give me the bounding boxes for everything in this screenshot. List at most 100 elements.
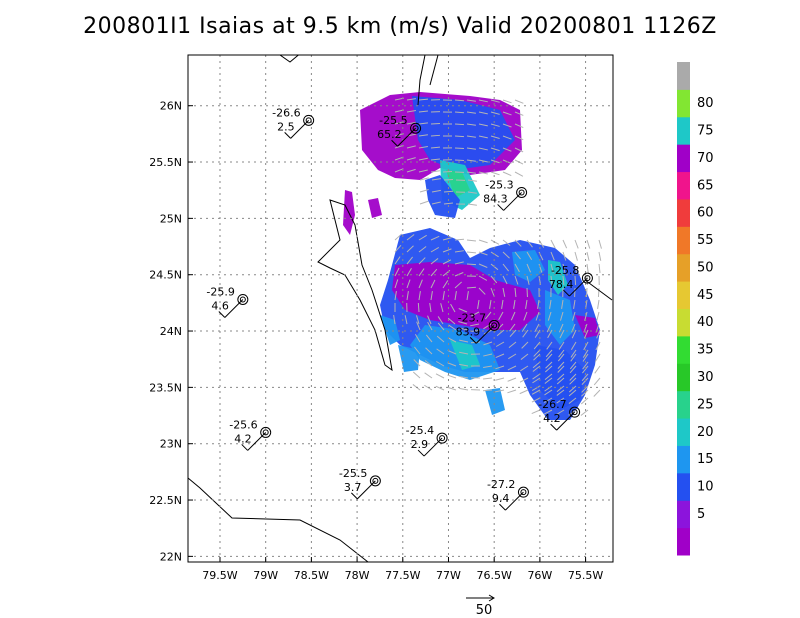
wind-vector bbox=[581, 389, 589, 397]
wind-vector bbox=[502, 287, 506, 297]
wind-vector bbox=[559, 311, 564, 321]
wind-vector bbox=[447, 349, 457, 355]
wind-vector bbox=[544, 365, 553, 373]
wind-vector bbox=[442, 291, 445, 301]
wind-vector bbox=[586, 251, 590, 261]
wind-vector bbox=[466, 239, 477, 242]
colorbar-swatch bbox=[677, 418, 690, 446]
wind-vector bbox=[431, 178, 441, 181]
y-tick-label: 22.5N bbox=[149, 494, 182, 507]
wind-barb-icon bbox=[475, 325, 495, 344]
wind-barb-icon bbox=[357, 480, 376, 500]
wind-vector bbox=[477, 299, 480, 309]
wind-vector bbox=[572, 311, 576, 321]
wind-vector bbox=[436, 335, 445, 343]
colorbar-swatch bbox=[677, 445, 690, 474]
wind-vector bbox=[443, 202, 454, 205]
wind-vector bbox=[557, 365, 565, 373]
dropsonde-station: -26.62.5 bbox=[272, 106, 315, 139]
wind-vector bbox=[525, 299, 528, 309]
station-center-icon bbox=[491, 322, 498, 329]
wind-vector bbox=[418, 279, 423, 289]
wind-vector bbox=[598, 239, 602, 249]
station-temperature: -25.5 bbox=[379, 114, 407, 127]
wind-barb-icon bbox=[397, 127, 416, 147]
wind-vector bbox=[514, 239, 522, 247]
colorbar-swatch bbox=[677, 335, 690, 364]
station-center-icon bbox=[520, 489, 527, 496]
wind-vector bbox=[559, 329, 565, 339]
wind-vector bbox=[557, 353, 565, 362]
wind-vector bbox=[483, 365, 493, 368]
wind-vector bbox=[569, 361, 577, 370]
wind-vector bbox=[430, 146, 441, 149]
wind-vector bbox=[478, 171, 488, 175]
wind-vector bbox=[482, 389, 493, 392]
wind-vector bbox=[412, 371, 421, 379]
wind-vector bbox=[442, 248, 452, 253]
wind-vector bbox=[419, 200, 429, 205]
wind-vector bbox=[394, 121, 404, 125]
wind-vector bbox=[514, 147, 524, 153]
wind-vector bbox=[526, 275, 530, 285]
colorbar-swatch bbox=[677, 363, 690, 392]
station-ring-icon bbox=[581, 272, 593, 284]
wind-vector bbox=[447, 386, 457, 391]
wind-vector bbox=[556, 385, 565, 392]
wind-vector bbox=[514, 251, 521, 260]
wind-vector bbox=[478, 287, 486, 295]
wind-vector bbox=[502, 111, 512, 116]
wind-vector bbox=[404, 315, 408, 325]
station-temperature: -25.8 bbox=[551, 264, 579, 277]
wind-vector bbox=[430, 158, 440, 161]
wind-vector bbox=[406, 145, 416, 149]
wind-vector bbox=[519, 389, 529, 395]
wind-vector bbox=[514, 135, 524, 141]
wind-vector bbox=[514, 123, 524, 129]
wind-vector bbox=[430, 122, 441, 125]
wind-vector bbox=[534, 323, 540, 333]
wind-vector bbox=[406, 279, 411, 289]
colorbar-swatch bbox=[677, 226, 690, 255]
wind-vector bbox=[418, 234, 427, 241]
wind-vector bbox=[418, 122, 428, 125]
colorbar: 5 10 15 20 25 30 35 40 45 50 55 60 65 70 75 80 bbox=[677, 62, 714, 556]
wind-vector bbox=[466, 99, 476, 102]
y-axis-ticks: 22N 22.5N 23N 23.5N 24N 24.5N 25N 25.5N 26N bbox=[149, 100, 193, 563]
wind-vector bbox=[507, 377, 517, 382]
x-tick-label: 77W bbox=[436, 569, 461, 582]
wind-vector bbox=[430, 291, 433, 301]
wind-vector bbox=[556, 409, 565, 416]
wind-vector bbox=[394, 156, 404, 161]
wind-vector bbox=[521, 341, 529, 349]
x-tick-label: 75.5W bbox=[568, 569, 603, 582]
wind-vector bbox=[562, 251, 567, 261]
wind-vector bbox=[466, 291, 469, 301]
wind-vector bbox=[424, 359, 433, 367]
wind-vector bbox=[442, 280, 449, 289]
wind-vector bbox=[394, 168, 404, 173]
station-temperature: -25.3 bbox=[485, 178, 513, 191]
wind-vector bbox=[394, 144, 404, 149]
wind-speed-region bbox=[398, 345, 420, 372]
colorbar-label: 30 bbox=[697, 370, 714, 385]
dropsonde-observations: -26.62.5 -25.565.2-25.384.3-25.878.4-25.9… bbox=[206, 106, 593, 511]
wind-vector bbox=[495, 365, 505, 370]
wind-vector bbox=[459, 363, 469, 367]
wind-vector bbox=[582, 365, 589, 374]
wind-vector bbox=[425, 347, 433, 355]
station-wind-speed: 3.7 bbox=[344, 481, 362, 494]
station-ring-icon bbox=[488, 319, 500, 331]
dropsonde-station: -25.64.2 bbox=[229, 418, 272, 451]
wind-vector bbox=[454, 99, 465, 102]
wind-vectors bbox=[393, 97, 602, 416]
wind-vector bbox=[549, 299, 552, 309]
wind-vector bbox=[467, 191, 477, 194]
colorbar-label: 45 bbox=[697, 288, 714, 303]
wind-vector bbox=[459, 375, 469, 379]
wind-vector bbox=[596, 311, 600, 321]
station-center-icon bbox=[571, 409, 578, 416]
station-ring-icon bbox=[436, 432, 448, 444]
wind-vector bbox=[574, 263, 578, 273]
